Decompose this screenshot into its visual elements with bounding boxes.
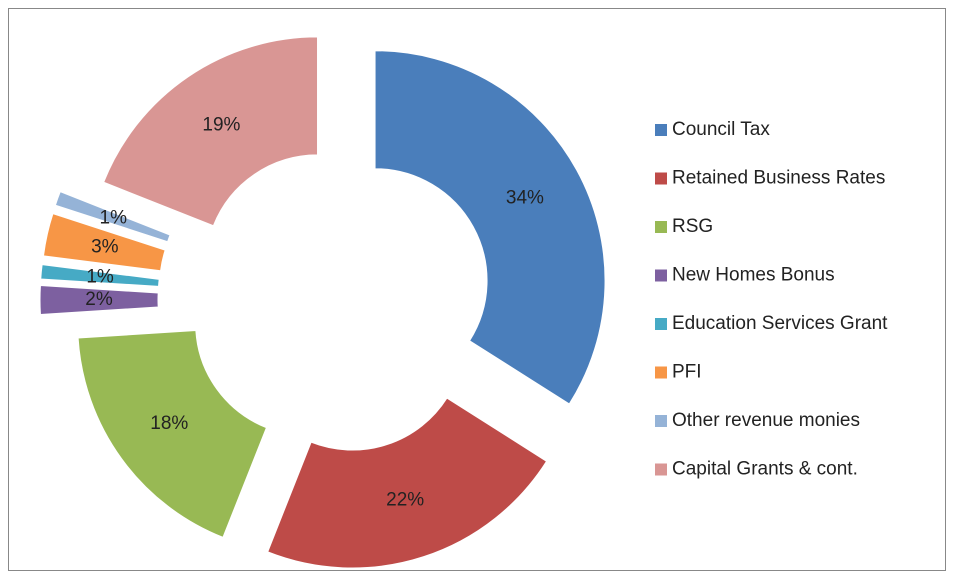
legend-swatch	[655, 124, 667, 136]
data-label: 2%	[85, 289, 113, 310]
donut-segment	[77, 330, 268, 539]
data-label: 1%	[86, 266, 114, 287]
donut-segment	[103, 36, 319, 227]
donut-segment	[267, 397, 548, 569]
legend-swatch	[655, 318, 667, 330]
legend-label: Other revenue monies	[672, 410, 860, 431]
data-label: 19%	[202, 115, 240, 136]
legend-swatch	[655, 366, 667, 379]
data-label: 1%	[100, 207, 128, 228]
data-label: 3%	[91, 236, 119, 257]
donut-segment	[374, 50, 606, 405]
legend-label: New Homes Bonus	[672, 265, 835, 286]
donut-segment	[39, 285, 159, 315]
legend-label: Education Services Grant	[672, 313, 888, 334]
legend-label: Capital Grants & cont.	[672, 459, 858, 480]
legend-swatch	[655, 269, 667, 282]
donut-segment	[54, 190, 171, 243]
legend-label: RSG	[672, 216, 713, 237]
data-label: 18%	[150, 413, 188, 434]
legend-swatch	[655, 415, 667, 427]
legend-swatch	[655, 463, 667, 476]
legend-label: Council Tax	[672, 119, 770, 140]
legend-swatch	[655, 221, 667, 233]
legend-swatch	[655, 172, 667, 185]
data-label: 34%	[506, 187, 544, 208]
donut-segment	[40, 264, 160, 287]
donut-segment	[42, 213, 166, 272]
data-label: 22%	[386, 490, 424, 511]
legend-label: PFI	[672, 362, 702, 383]
legend-label: Retained Business Rates	[672, 168, 885, 189]
